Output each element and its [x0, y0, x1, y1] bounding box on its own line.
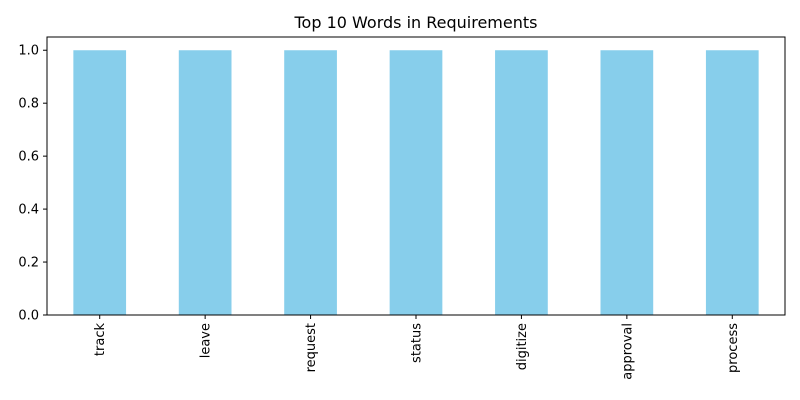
- bar-track: [73, 50, 127, 316]
- x-tick-label-process: process: [726, 323, 741, 373]
- bar-request: [284, 50, 337, 316]
- y-tick-label-0.8: 0.8: [18, 97, 39, 112]
- y-tick-label-0.0: 0.0: [18, 309, 39, 324]
- x-tick-label-digitize: digitize: [515, 323, 530, 370]
- x-tick-label-leave: leave: [199, 323, 214, 358]
- bar-leave: [178, 50, 232, 316]
- x-axis: track leave request status digitize approval p…: [93, 315, 741, 380]
- x-tick-label-request: request: [304, 323, 319, 372]
- plot-frame: [46, 36, 786, 316]
- y-tick-label-0.6: 0.6: [18, 150, 39, 165]
- bar-process: [705, 50, 759, 316]
- x-tick-label-track: track: [93, 323, 108, 357]
- y-tick-label-0.2: 0.2: [18, 256, 39, 271]
- bar-digitize: [495, 50, 548, 316]
- chart-title: Top 10 Words in Requirements: [294, 13, 538, 32]
- bars-layer: [73, 50, 759, 316]
- x-tick-label-approval: approval: [620, 323, 635, 380]
- bar-approval: [600, 50, 654, 316]
- x-tick-label-status: status: [410, 323, 425, 363]
- bar-status: [389, 50, 443, 316]
- y-tick-label-1.0: 1.0: [18, 44, 39, 59]
- y-tick-label-0.4: 0.4: [18, 203, 39, 218]
- y-axis: 0.0 0.2 0.4 0.6 0.8 1.0: [18, 44, 47, 324]
